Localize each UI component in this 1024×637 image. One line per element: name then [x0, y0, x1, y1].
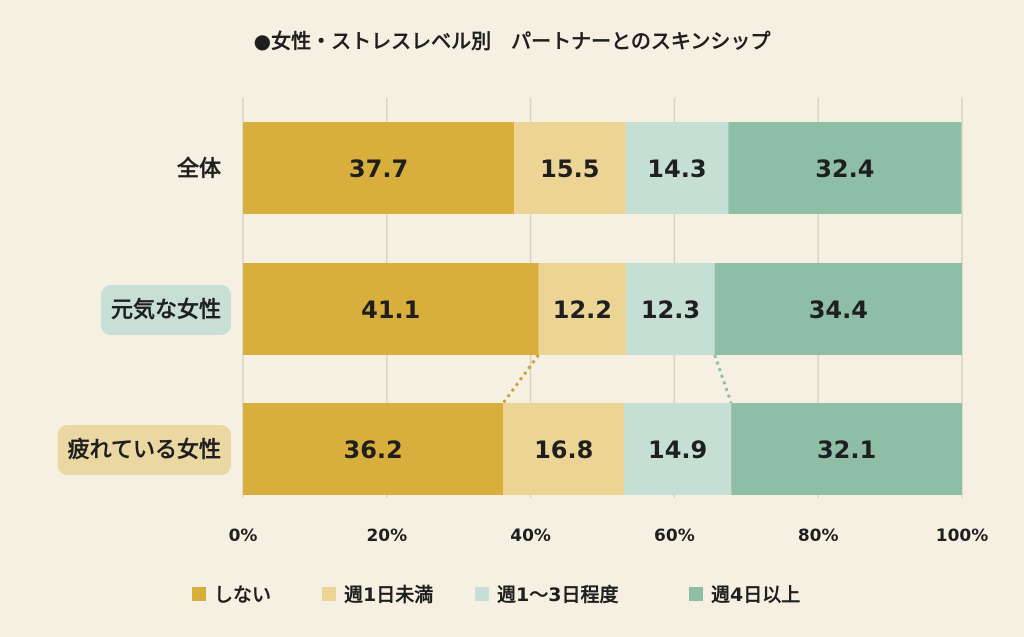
category-label: 元気な女性 — [111, 297, 221, 323]
bar-segment — [714, 263, 962, 355]
data-label: 16.8 — [534, 436, 593, 464]
x-tick-label: 80% — [798, 526, 839, 546]
legend: しない 週1日未満 週1～3日程度 週4日以上 — [192, 583, 800, 606]
x-tick-label: 100% — [936, 526, 989, 546]
x-axis-ticks: 0% 20% 40% 60% 80% 100% — [229, 526, 989, 546]
bar-segment — [538, 263, 627, 355]
chart-title: ●女性・ストレスレベル別 パートナーとのスキンシップ — [254, 29, 772, 53]
legend-swatch — [689, 587, 703, 601]
legend-label: しない — [214, 584, 271, 606]
data-label: 34.4 — [809, 296, 868, 324]
bar-segment — [625, 122, 729, 214]
data-label: 32.4 — [815, 155, 874, 183]
data-label: 15.5 — [540, 155, 599, 183]
bars: 37.7 15.5 14.3 32.4 41.1 12.2 12.3 34.4 36.2 16.8… — [243, 122, 962, 495]
legend-swatch — [322, 587, 336, 601]
x-tick-label: 40% — [510, 526, 551, 546]
data-label: 37.7 — [349, 155, 408, 183]
category-label-background — [100, 285, 231, 335]
category-label-background — [57, 425, 231, 475]
bar-segment — [243, 263, 539, 355]
category-label: 疲れている女性 — [68, 437, 221, 463]
data-label: 14.9 — [648, 436, 707, 464]
x-tick-label: 20% — [366, 526, 407, 546]
bar-segment — [243, 122, 515, 214]
bar-segment — [503, 403, 625, 495]
data-label: 41.1 — [361, 296, 420, 324]
connector-lines — [502, 354, 733, 404]
connector-line — [713, 354, 733, 404]
data-label: 12.2 — [553, 296, 612, 324]
bar-segment — [243, 403, 504, 495]
data-label: 32.1 — [817, 436, 876, 464]
legend-label: 週4日以上 — [711, 584, 800, 606]
bar-segment — [731, 403, 962, 495]
x-tick-label: 0% — [229, 526, 258, 546]
data-label: 14.3 — [647, 155, 706, 183]
bar-segment — [624, 403, 732, 495]
category-label: 全体 — [176, 156, 222, 182]
bar-segment — [626, 263, 715, 355]
legend-label: 週1～3日程度 — [497, 583, 619, 606]
data-label: 12.3 — [641, 296, 700, 324]
legend-swatch — [475, 587, 489, 601]
bar-segment — [514, 122, 626, 214]
legend-label: 週1日未満 — [344, 583, 433, 606]
connector-line — [502, 354, 540, 404]
x-tick-label: 60% — [654, 526, 695, 546]
data-label: 36.2 — [344, 436, 403, 464]
bar-segment — [728, 122, 962, 214]
legend-swatch — [192, 587, 206, 601]
